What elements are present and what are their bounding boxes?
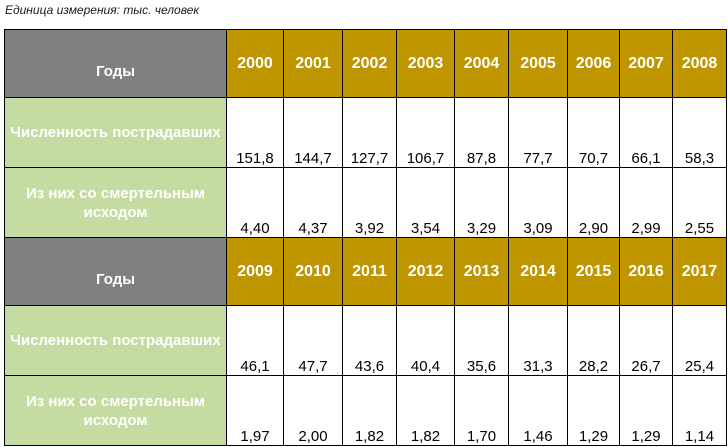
- fatal-value-cell: 1,14: [672, 375, 727, 446]
- fatal-value-cell: 2,55: [672, 167, 727, 238]
- fatal-value-cell: 1,82: [396, 375, 455, 446]
- victims-value-cell: 26,7: [619, 305, 673, 376]
- row-label-years: Годы: [4, 237, 227, 306]
- victims-value-cell: 31,3: [508, 305, 568, 376]
- row-label-fatal: Из них со смертельным исходом: [4, 375, 227, 446]
- row-label-fatal: Из них со смертельным исходом: [4, 167, 227, 238]
- fatal-value-cell: 1,70: [454, 375, 509, 446]
- unit-note: Единица измерения: тыс. человек: [5, 3, 200, 17]
- fatal-value-cell: 3,29: [454, 167, 509, 238]
- table-row-years: Годы 2009 2010 2011 2012 2013 2014 2015 2016 2017: [4, 237, 727, 306]
- table-row-fatal: Из них со смертельным исходом 4,40 4,37 3,9…: [4, 167, 727, 238]
- year-header-cell: 2016: [619, 237, 673, 306]
- victims-value-cell: 43,6: [342, 305, 397, 376]
- fatal-value-cell: 1,82: [342, 375, 397, 446]
- victims-value-cell: 127,7: [342, 97, 397, 168]
- year-header-cell: 2017: [672, 237, 727, 306]
- year-header-cell: 2003: [396, 29, 455, 98]
- victims-value-cell: 47,7: [283, 305, 343, 376]
- fatal-value-cell: 2,99: [619, 167, 673, 238]
- victims-value-cell: 144,7: [283, 97, 343, 168]
- year-header-cell: 2006: [567, 29, 620, 98]
- table-row-fatal: Из них со смертельным исходом 1,97 2,00 1,8…: [4, 375, 727, 446]
- year-header-cell: 2015: [567, 237, 620, 306]
- year-header-cell: 2007: [619, 29, 673, 98]
- fatal-value-cell: 4,40: [226, 167, 284, 238]
- year-header-cell: 2009: [226, 237, 284, 306]
- row-label-victims: Численность пострадавших: [4, 305, 227, 376]
- fatal-value-cell: 2,00: [283, 375, 343, 446]
- year-header-cell: 2000: [226, 29, 284, 98]
- row-label-years: Годы: [4, 29, 227, 98]
- victims-value-cell: 106,7: [396, 97, 455, 168]
- year-header-cell: 2010: [283, 237, 343, 306]
- fatal-value-cell: 1,97: [226, 375, 284, 446]
- victims-value-cell: 151,8: [226, 97, 284, 168]
- victims-value-cell: 66,1: [619, 97, 673, 168]
- table-body: Годы 2000 2001 2002 2003 2004 2005 2006 2007 2008…: [4, 29, 727, 446]
- fatal-value-cell: 3,92: [342, 167, 397, 238]
- victims-value-cell: 25,4: [672, 305, 727, 376]
- table-row-victims: Численность пострадавших 151,8 144,7 127,7 1…: [4, 97, 727, 168]
- victims-value-cell: 40,4: [396, 305, 455, 376]
- year-header-cell: 2014: [508, 237, 568, 306]
- fatal-value-cell: 3,54: [396, 167, 455, 238]
- table-row-victims: Численность пострадавших 46,1 47,7 43,6 40,4…: [4, 305, 727, 376]
- year-header-cell: 2012: [396, 237, 455, 306]
- table-row-years: Годы 2000 2001 2002 2003 2004 2005 2006 2007 2008: [4, 29, 727, 98]
- victims-value-cell: 87,8: [454, 97, 509, 168]
- victims-value-cell: 28,2: [567, 305, 620, 376]
- fatal-value-cell: 3,09: [508, 167, 568, 238]
- year-header-cell: 2005: [508, 29, 568, 98]
- year-header-cell: 2013: [454, 237, 509, 306]
- year-header-cell: 2011: [342, 237, 397, 306]
- year-header-cell: 2008: [672, 29, 727, 98]
- year-header-cell: 2001: [283, 29, 343, 98]
- victims-value-cell: 70,7: [567, 97, 620, 168]
- statistics-table: Годы 2000 2001 2002 2003 2004 2005 2006 2007 2008…: [4, 29, 727, 446]
- fatal-value-cell: 2,90: [567, 167, 620, 238]
- fatal-value-cell: 1,29: [567, 375, 620, 446]
- victims-value-cell: 58,3: [672, 97, 727, 168]
- victims-value-cell: 46,1: [226, 305, 284, 376]
- year-header-cell: 2002: [342, 29, 397, 98]
- fatal-value-cell: 4,37: [283, 167, 343, 238]
- victims-value-cell: 35,6: [454, 305, 509, 376]
- row-label-victims: Численность пострадавших: [4, 97, 227, 168]
- victims-value-cell: 77,7: [508, 97, 568, 168]
- fatal-value-cell: 1,29: [619, 375, 673, 446]
- fatal-value-cell: 1,46: [508, 375, 568, 446]
- year-header-cell: 2004: [454, 29, 509, 98]
